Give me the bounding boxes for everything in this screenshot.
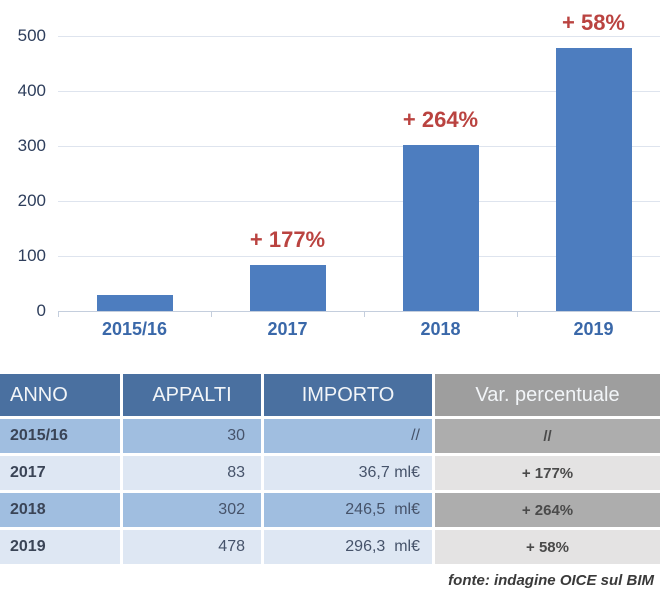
y-axis-tick-label: 500: [17, 26, 46, 45]
axis-tick: [211, 311, 212, 317]
y-axis-tick-label: 300: [17, 136, 46, 155]
x-axis: 2015/16 2017 2018 2019: [58, 319, 660, 340]
source-note: fonte: indagine OICE sul BIM: [448, 572, 654, 589]
cell-appalti: 30: [123, 419, 261, 453]
bar-group: + 58%: [517, 10, 660, 311]
axis-tick: [58, 311, 59, 317]
axis-tick: [364, 311, 365, 317]
x-axis-category-label: 2018: [420, 319, 461, 339]
gridline: [58, 36, 660, 37]
bar: [96, 294, 173, 311]
gridline: [58, 201, 660, 202]
y-axis-tick-label: 100: [17, 246, 46, 265]
cell-importo: 246,5 ml€: [264, 493, 432, 527]
y-axis-tick-label: 200: [17, 191, 46, 210]
bar-group: [58, 36, 211, 311]
gridline: [58, 256, 660, 257]
data-table: ANNO APPALTI IMPORTO Var. percentuale 20…: [0, 374, 660, 564]
column-header-appalti: APPALTI: [123, 374, 261, 416]
column-header-importo: IMPORTO: [264, 374, 432, 416]
plot-area: + 177% + 264% + 58%: [58, 10, 660, 317]
bar-change-label: + 264%: [402, 106, 479, 132]
bar: [249, 265, 326, 311]
cell-var-percentuale: + 58%: [435, 530, 660, 564]
gridline: [58, 91, 660, 92]
bar-group: + 177%: [211, 36, 364, 311]
y-axis: 500 400 300 200 100 0: [0, 27, 46, 320]
column-header-anno: ANNO: [0, 374, 120, 416]
cell-var-percentuale: //: [435, 419, 660, 453]
appalti-bim-bar-chart: 500 400 300 200 100 0 + 177% + 264%: [0, 10, 660, 340]
cell-anno: 2017: [0, 456, 120, 490]
column-header-var-percentuale: Var. percentuale: [435, 374, 660, 416]
bar-change-label: + 177%: [249, 227, 326, 253]
x-axis-category-label: 2019: [573, 319, 614, 339]
cell-appalti: 302: [123, 493, 261, 527]
x-axis-line: [58, 311, 660, 312]
cell-anno: 2015/16: [0, 419, 120, 453]
cell-anno: 2019: [0, 530, 120, 564]
x-axis-category-label: 2017: [267, 319, 308, 339]
bar-change-label: + 58%: [562, 10, 625, 36]
cell-importo: 36,7 ml€: [264, 456, 432, 490]
y-axis-tick-label: 400: [17, 81, 46, 100]
cell-appalti: 478: [123, 530, 261, 564]
x-axis-category-label: 2015/16: [101, 319, 168, 339]
cell-importo: //: [264, 419, 432, 453]
cell-anno: 2018: [0, 493, 120, 527]
y-axis-tick-label: 0: [36, 301, 46, 320]
cell-importo: 296,3 ml€: [264, 530, 432, 564]
axis-tick: [517, 311, 518, 317]
cell-var-percentuale: + 264%: [435, 493, 660, 527]
cell-var-percentuale: + 177%: [435, 456, 660, 490]
bar: [402, 144, 479, 311]
bar: [555, 48, 632, 311]
gridline: [58, 146, 660, 147]
bar-series: + 177% + 264% + 58%: [58, 10, 660, 311]
bar-group: + 264%: [364, 36, 517, 311]
cell-appalti: 83: [123, 456, 261, 490]
